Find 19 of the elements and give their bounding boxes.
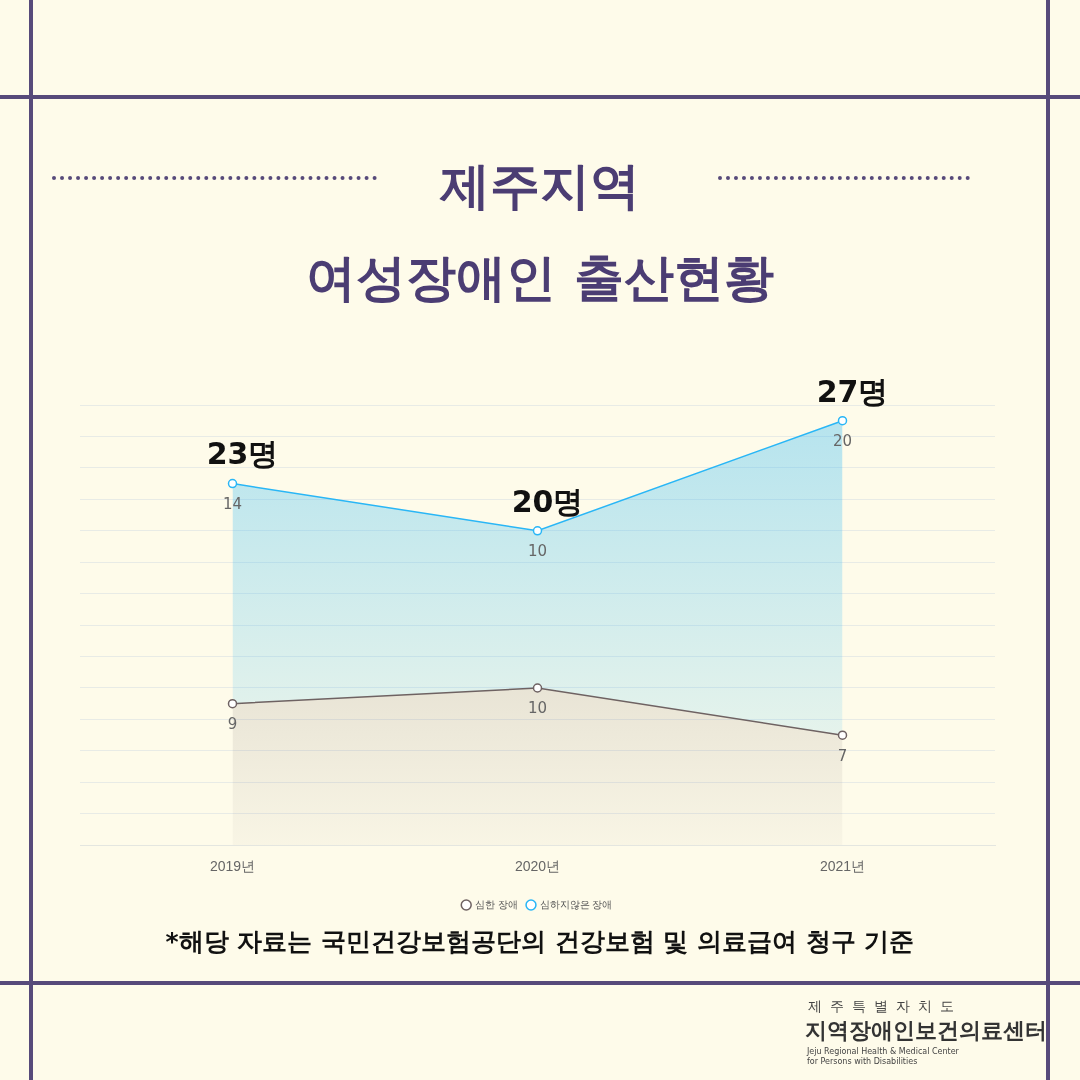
- text: Jeju Regional Health & Medical Center for Persons with Disabilities: [807, 1047, 959, 1067]
- x-tick-label: 2019년: [209, 858, 256, 875]
- text: *해당 자료는 국민건강보험공단의 건강보험 및 의료급여 청구 기준: [164, 926, 916, 958]
- data-label: 14: [222, 495, 243, 513]
- data-label: 7: [837, 746, 848, 765]
- total-label: 23명: [206, 436, 279, 472]
- data-label: 20: [832, 432, 853, 451]
- total-label: 20명: [511, 483, 584, 519]
- legend-label: 심하지않은 장애: [539, 898, 613, 910]
- data-label: 9: [227, 715, 238, 734]
- data-label: 10: [527, 542, 548, 561]
- data-label: 10: [527, 699, 548, 718]
- chart-title: 제주지역 여성장애인 출산현황: [305, 156, 775, 309]
- x-tick-label: 2020년: [514, 858, 561, 875]
- x-tick-label: 2021년: [819, 858, 866, 875]
- total-label: 27명: [816, 373, 889, 409]
- text: 지역장애인보건의료센터: [805, 1017, 1047, 1045]
- legend-label: 심한 장애: [474, 898, 518, 910]
- text: 제주특별자치도: [808, 998, 962, 1016]
